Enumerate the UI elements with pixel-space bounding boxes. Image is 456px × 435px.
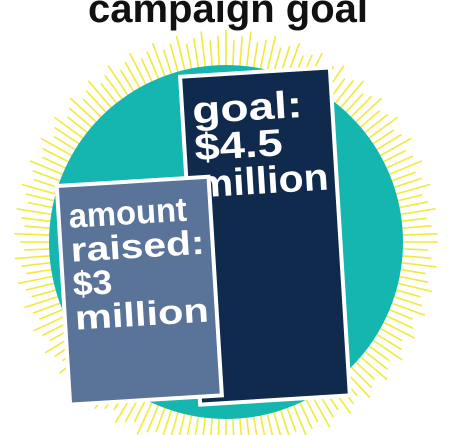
- bar-rect: [54, 174, 224, 407]
- bar-label-line: million: [195, 156, 329, 206]
- bar-label-line: $4.5: [193, 122, 284, 169]
- bar-label-line: goal:: [191, 84, 304, 133]
- partial-title: campaign goal: [88, 0, 368, 31]
- bar-label-line: $3: [72, 263, 114, 303]
- bar-label-line: raised:: [70, 224, 206, 270]
- bar-label-line: amount: [68, 191, 188, 236]
- bar-label-line: million: [74, 292, 210, 338]
